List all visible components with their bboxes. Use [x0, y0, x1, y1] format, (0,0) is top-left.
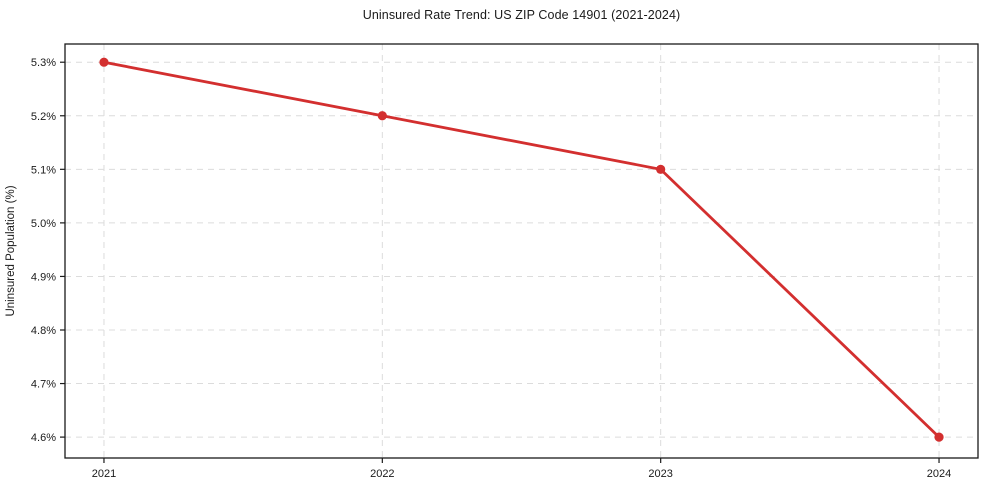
y-tick-label: 4.8% [31, 325, 56, 337]
y-axis-label: Uninsured Population (%) [5, 185, 17, 316]
y-tick-label: 4.7% [31, 379, 56, 391]
x-tick-label: 2023 [648, 468, 672, 480]
y-tick-label: 4.9% [31, 271, 56, 283]
y-tick-label: 4.6% [31, 432, 56, 444]
plot-border [64, 43, 979, 459]
data-point [934, 432, 944, 442]
y-tick-label: 5.0% [31, 218, 56, 230]
y-tick-label: 5.2% [31, 111, 56, 123]
trend-line [102, 60, 941, 439]
data-point [377, 111, 387, 121]
x-tick-label: 2022 [370, 468, 394, 480]
x-tick-label: 2021 [92, 468, 116, 480]
y-tick-label: 5.3% [31, 57, 56, 69]
data-point [99, 57, 109, 67]
x-tick-label: 2024 [927, 468, 951, 480]
y-tick-label: 5.1% [31, 164, 56, 176]
data-point [656, 164, 666, 174]
chart-title: Uninsured Rate Trend: US ZIP Code 14901 … [362, 8, 681, 22]
